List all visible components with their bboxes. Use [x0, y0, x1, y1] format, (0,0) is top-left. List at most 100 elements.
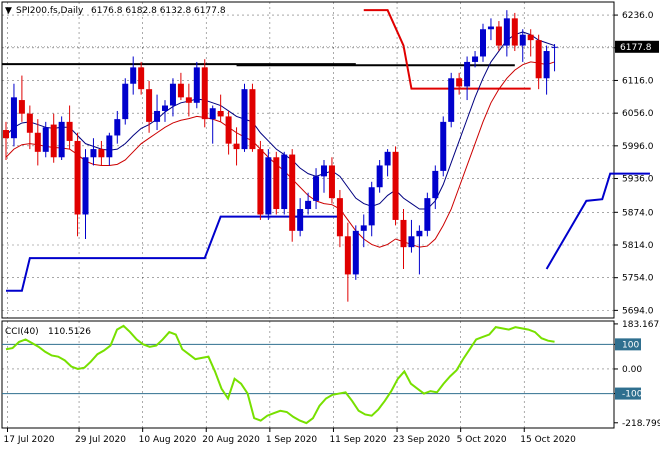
indicator-panel-border — [1, 320, 615, 429]
candle-bullish — [448, 78, 455, 122]
candle-bearish — [527, 34, 534, 41]
candle-bullish — [169, 83, 176, 106]
price-tick-label: 5754.0 — [622, 274, 654, 284]
candle-bullish — [464, 61, 471, 87]
price-tick-label: 5814.0 — [622, 241, 654, 251]
ohlc-readout: 6176.8 6182.8 6132.8 6177.8 — [91, 6, 226, 16]
candle-bullish — [42, 127, 49, 152]
candle-bearish — [535, 40, 542, 79]
candlestick-series — [3, 10, 558, 302]
candle-bearish — [98, 149, 105, 158]
candle-bullish — [241, 89, 248, 150]
price-tick-label: 6116.0 — [622, 76, 654, 86]
candle-bullish — [480, 29, 486, 57]
candle-bearish — [249, 89, 256, 150]
candle-bullish — [368, 187, 375, 226]
cci-level-tag — [615, 387, 641, 400]
current-price-tag — [615, 40, 659, 53]
price-tick-label: 6056.0 — [622, 109, 654, 119]
candle-bearish — [66, 121, 73, 141]
candle-bearish — [50, 124, 57, 158]
candle-bearish — [392, 151, 399, 220]
time-tick-label: 29 Jul 2020 — [75, 435, 126, 445]
candle-bullish — [114, 119, 121, 136]
moving-average-slow-line — [5, 61, 555, 248]
time-tick-label: 15 Oct 2020 — [520, 435, 576, 445]
candle-bearish — [74, 140, 81, 215]
time-tick-label: 10 Aug 2020 — [139, 435, 197, 445]
price-axis: 6236.06176.06116.06056.05996.05936.05874… — [614, 11, 659, 316]
candle-bearish — [511, 18, 518, 46]
candle-bearish — [400, 219, 407, 248]
candle-bullish — [440, 121, 447, 171]
candle-bullish — [82, 157, 89, 215]
indicator-value: 110.5126 — [48, 327, 91, 337]
trailing-stop-line-blue — [6, 215, 340, 292]
candle-bullish — [424, 198, 431, 231]
cci-level-tag — [615, 338, 641, 351]
candle-bullish — [162, 105, 168, 111]
price-tick-label: 5936.0 — [622, 175, 654, 185]
price-tick-label: 6236.0 — [622, 11, 654, 21]
candle-bullish — [384, 151, 391, 166]
candle-bullish — [487, 26, 494, 30]
time-axis: 17 Jul 2020 29 Jul 2020 10 Aug 2020 20 Aug … — [4, 428, 576, 445]
candle-bullish — [10, 97, 17, 139]
candle-bearish — [177, 83, 184, 98]
trailing-stop-line-blue — [545, 172, 650, 270]
candle-bearish — [34, 132, 41, 152]
candle-bullish — [90, 149, 97, 158]
cci-series — [2, 324, 614, 425]
candle-bullish — [313, 176, 320, 201]
candle-bullish — [209, 108, 216, 120]
candle-bearish — [26, 113, 33, 133]
candle-bearish — [495, 26, 502, 46]
candle-bullish — [305, 200, 312, 210]
price-tick-label: 5874.0 — [622, 208, 654, 218]
candle-bearish — [233, 143, 240, 150]
current-price-label: 6177.8 — [620, 43, 652, 53]
moving-average-fast-line — [5, 31, 555, 210]
indicator-name: CCI(40) — [5, 327, 39, 337]
cci-line — [5, 324, 555, 425]
candle-bearish — [18, 100, 25, 114]
candle-bullish — [193, 67, 200, 103]
time-tick-label: 17 Jul 2020 — [4, 435, 55, 445]
candle-bullish — [360, 225, 367, 231]
candle-bearish — [138, 67, 145, 90]
candle-bullish — [519, 34, 526, 46]
candle-bullish — [416, 230, 423, 237]
candle-bullish — [154, 110, 161, 122]
candle-bullish — [281, 154, 288, 210]
time-tick-label: 1 Sep 2020 — [266, 435, 318, 445]
candle-bearish — [3, 130, 9, 139]
candle-bullish — [503, 18, 510, 46]
cci-tick-label: -100 — [622, 390, 643, 400]
candle-bearish — [217, 110, 224, 117]
cci-tick-label: 0.00 — [622, 365, 642, 375]
candle-bullish — [130, 67, 137, 84]
candle-bullish — [432, 170, 439, 199]
time-tick-label: 5 Oct 2020 — [457, 435, 507, 445]
candle-bullish — [543, 51, 550, 79]
price-tick-label: 5694.0 — [622, 306, 654, 316]
candle-bearish — [257, 149, 264, 215]
price-tick-label: 5996.0 — [622, 142, 654, 152]
candle-bullish — [297, 209, 304, 231]
candle-bullish — [551, 46, 558, 48]
candle-bullish — [408, 236, 415, 248]
candle-bearish — [201, 67, 208, 120]
candle-bearish — [344, 236, 351, 275]
dropdown-marker-icon[interactable]: ▼ — [5, 6, 12, 16]
cci-tick-label: -218.799 — [622, 419, 660, 429]
candle-bearish — [336, 198, 343, 237]
cci-axis: 183.1673 100 0.00 -100 -218.799 — [614, 320, 660, 429]
candle-bearish — [456, 78, 463, 87]
candle-bearish — [225, 116, 232, 144]
time-tick-label: 20 Aug 2020 — [202, 435, 260, 445]
candle-bearish — [289, 154, 296, 231]
symbol-label: SPI200.fs,Daily — [16, 6, 84, 16]
candle-bullish — [376, 165, 383, 188]
